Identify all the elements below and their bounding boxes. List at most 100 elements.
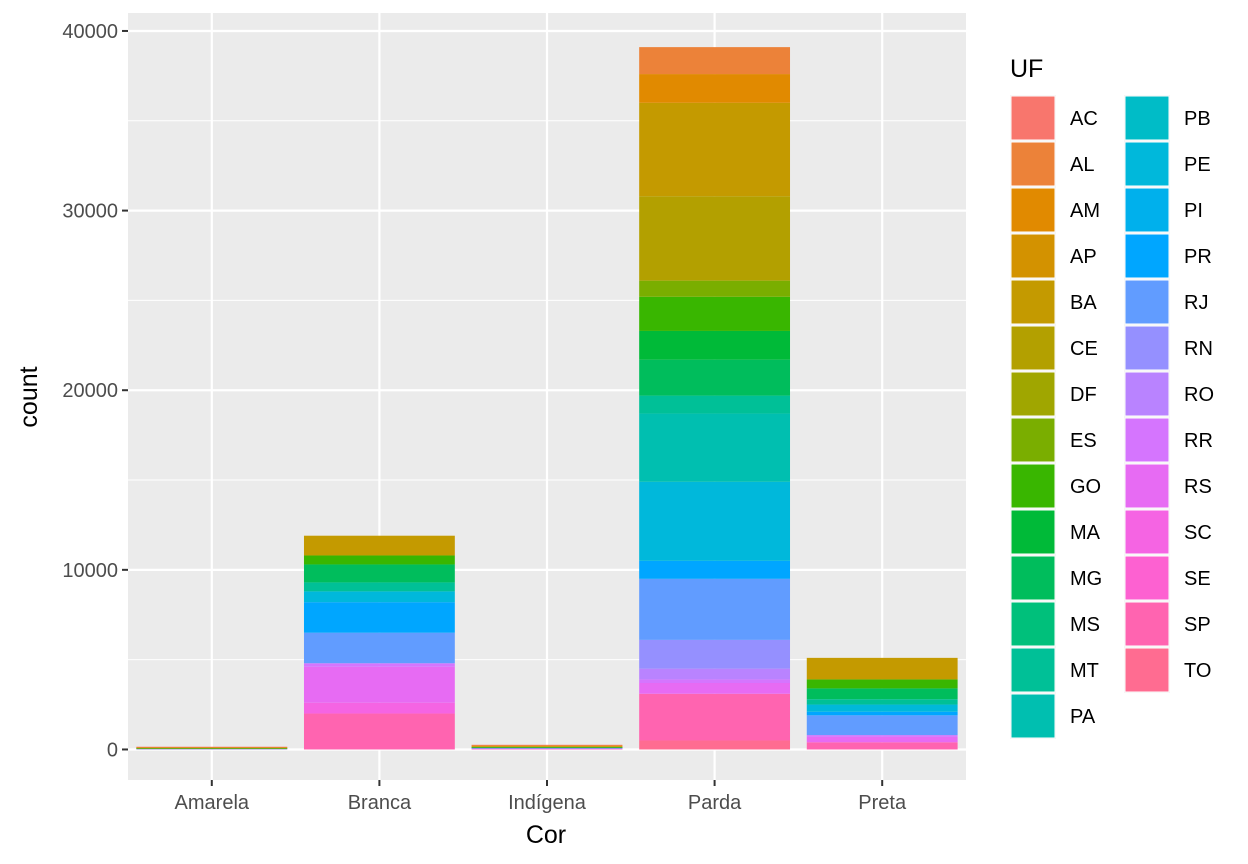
bar-segment-go-4 bbox=[806, 679, 958, 689]
bar-segment-pa-3 bbox=[639, 413, 791, 482]
legend-key-ac bbox=[1010, 95, 1056, 141]
bar-segment-ap-2 bbox=[471, 746, 623, 747]
legend-label-pe: PE bbox=[1184, 154, 1211, 176]
bar-segment-rj-4 bbox=[806, 715, 958, 736]
bar-segment-ce-3 bbox=[639, 196, 791, 281]
legend-key-ba bbox=[1010, 279, 1056, 325]
legend-key-rj bbox=[1124, 279, 1170, 325]
bar-segment-to-3 bbox=[639, 740, 791, 750]
y-tick-label: 30000 bbox=[62, 201, 118, 223]
bar-segment-sp-3 bbox=[639, 693, 791, 741]
legend-label-pr: PR bbox=[1184, 246, 1212, 268]
bar-segment-sp-1 bbox=[303, 713, 455, 750]
legend-key-rs bbox=[1124, 463, 1170, 509]
x-tick-label: Amarela bbox=[175, 792, 250, 814]
bar-segment-pe-3 bbox=[639, 481, 791, 561]
bar-segment-rn-3 bbox=[639, 639, 791, 669]
bar-segment-mt-1 bbox=[303, 582, 455, 592]
legend-label-ro: RO bbox=[1184, 384, 1214, 406]
y-axis: 0 10000 20000 30000 40000 bbox=[62, 21, 128, 761]
legend-key-sp bbox=[1124, 601, 1170, 647]
bar-segment-es-3 bbox=[639, 280, 791, 297]
bar-segment-mg-3 bbox=[639, 359, 791, 396]
bar-segment-ac-0 bbox=[136, 746, 288, 748]
legend-key-am bbox=[1010, 187, 1056, 233]
bar-segment-go-1 bbox=[303, 555, 455, 565]
bar-segment-al-2 bbox=[471, 745, 623, 746]
y-tick-label: 20000 bbox=[62, 380, 118, 402]
legend-label-mg: MG bbox=[1070, 568, 1102, 590]
legend-key-pa bbox=[1010, 693, 1056, 739]
legend-label-se: SE bbox=[1184, 568, 1211, 590]
legend-title: UF bbox=[1010, 55, 1043, 83]
bar-segment-am-2 bbox=[471, 745, 623, 747]
bar-segment-rj-3 bbox=[639, 578, 791, 640]
bar-segment-rr-1 bbox=[303, 663, 455, 667]
bar-segment-al-3 bbox=[639, 47, 791, 75]
x-tick-label: Branca bbox=[348, 792, 412, 814]
legend: UF AC AL AM AP BA CE DF ES GO MA MG MS MT PA PB PE PI PR R… bbox=[1010, 55, 1214, 739]
legend-label-es: ES bbox=[1070, 430, 1097, 452]
bar-segment-rr-3 bbox=[639, 679, 791, 684]
bar-segment-ba-1 bbox=[303, 535, 455, 556]
x-axis: Amarela Branca Indígena Parda Preta bbox=[175, 780, 907, 814]
legend-key-go bbox=[1010, 463, 1056, 509]
bar-segment-go-3 bbox=[639, 296, 791, 331]
y-tick-label: 0 bbox=[107, 739, 118, 761]
bar-segment-ce-2 bbox=[471, 746, 623, 748]
legend-key-es bbox=[1010, 417, 1056, 463]
bars bbox=[136, 47, 958, 750]
legend-label-to: TO bbox=[1184, 660, 1211, 682]
legend-key-rn bbox=[1124, 325, 1170, 371]
legend-key-rr bbox=[1124, 417, 1170, 463]
legend-label-ac: AC bbox=[1070, 108, 1098, 130]
legend-label-pb: PB bbox=[1184, 108, 1211, 130]
legend-label-ma: MA bbox=[1070, 522, 1101, 544]
bar-segment-ac-2 bbox=[471, 744, 623, 746]
bar-segment-mg-1 bbox=[303, 564, 455, 583]
bar-segment-se-2 bbox=[471, 748, 623, 750]
bar-segment-ma-3 bbox=[639, 330, 791, 360]
bar-segment-mg-4 bbox=[806, 688, 958, 700]
bar-segment-mt-4 bbox=[806, 699, 958, 705]
legend-label-rr: RR bbox=[1184, 430, 1213, 452]
legend-label-rj: RJ bbox=[1184, 292, 1208, 314]
bar-segment-rj-1 bbox=[303, 632, 455, 664]
bar-segment-ba-4 bbox=[806, 657, 958, 680]
bar-segment-sc-1 bbox=[303, 702, 455, 714]
bar-segment-pr-3 bbox=[639, 560, 791, 579]
legend-label-sp: SP bbox=[1184, 614, 1211, 636]
legend-key-df bbox=[1010, 371, 1056, 417]
legend-label-pa: PA bbox=[1070, 706, 1096, 728]
legend-key-ro bbox=[1124, 371, 1170, 417]
legend-key-mt bbox=[1010, 647, 1056, 693]
bar-segment-am-3 bbox=[639, 74, 791, 103]
legend-label-sc: SC bbox=[1184, 522, 1212, 544]
legend-label-am: AM bbox=[1070, 200, 1100, 222]
legend-label-go: GO bbox=[1070, 476, 1101, 498]
y-tick-label: 40000 bbox=[62, 21, 118, 43]
legend-key-pi bbox=[1124, 187, 1170, 233]
legend-key-mg bbox=[1010, 555, 1056, 601]
x-tick-label: Parda bbox=[688, 792, 742, 814]
bar-segment-pe-1 bbox=[303, 591, 455, 603]
bar-segment-ba-2 bbox=[471, 746, 623, 747]
x-tick-label: Indígena bbox=[508, 792, 587, 814]
legend-key-ma bbox=[1010, 509, 1056, 555]
legend-label-df: DF bbox=[1070, 384, 1097, 406]
legend-key-pb bbox=[1124, 95, 1170, 141]
bar-segment-ce-0 bbox=[136, 748, 288, 749]
bar-segment-pr-4 bbox=[806, 711, 958, 716]
bar-segment-rs-1 bbox=[303, 666, 455, 703]
legend-key-to bbox=[1124, 647, 1170, 693]
x-tick-label: Preta bbox=[858, 792, 907, 814]
bar-segment-sp-4 bbox=[806, 742, 958, 750]
legend-key-sc bbox=[1124, 509, 1170, 555]
legend-key-pe bbox=[1124, 141, 1170, 187]
legend-label-rn: RN bbox=[1184, 338, 1213, 360]
legend-label-ba: BA bbox=[1070, 292, 1097, 314]
legend-label-al: AL bbox=[1070, 154, 1094, 176]
x-axis-title: Cor bbox=[526, 821, 566, 849]
legend-key-ce bbox=[1010, 325, 1056, 371]
